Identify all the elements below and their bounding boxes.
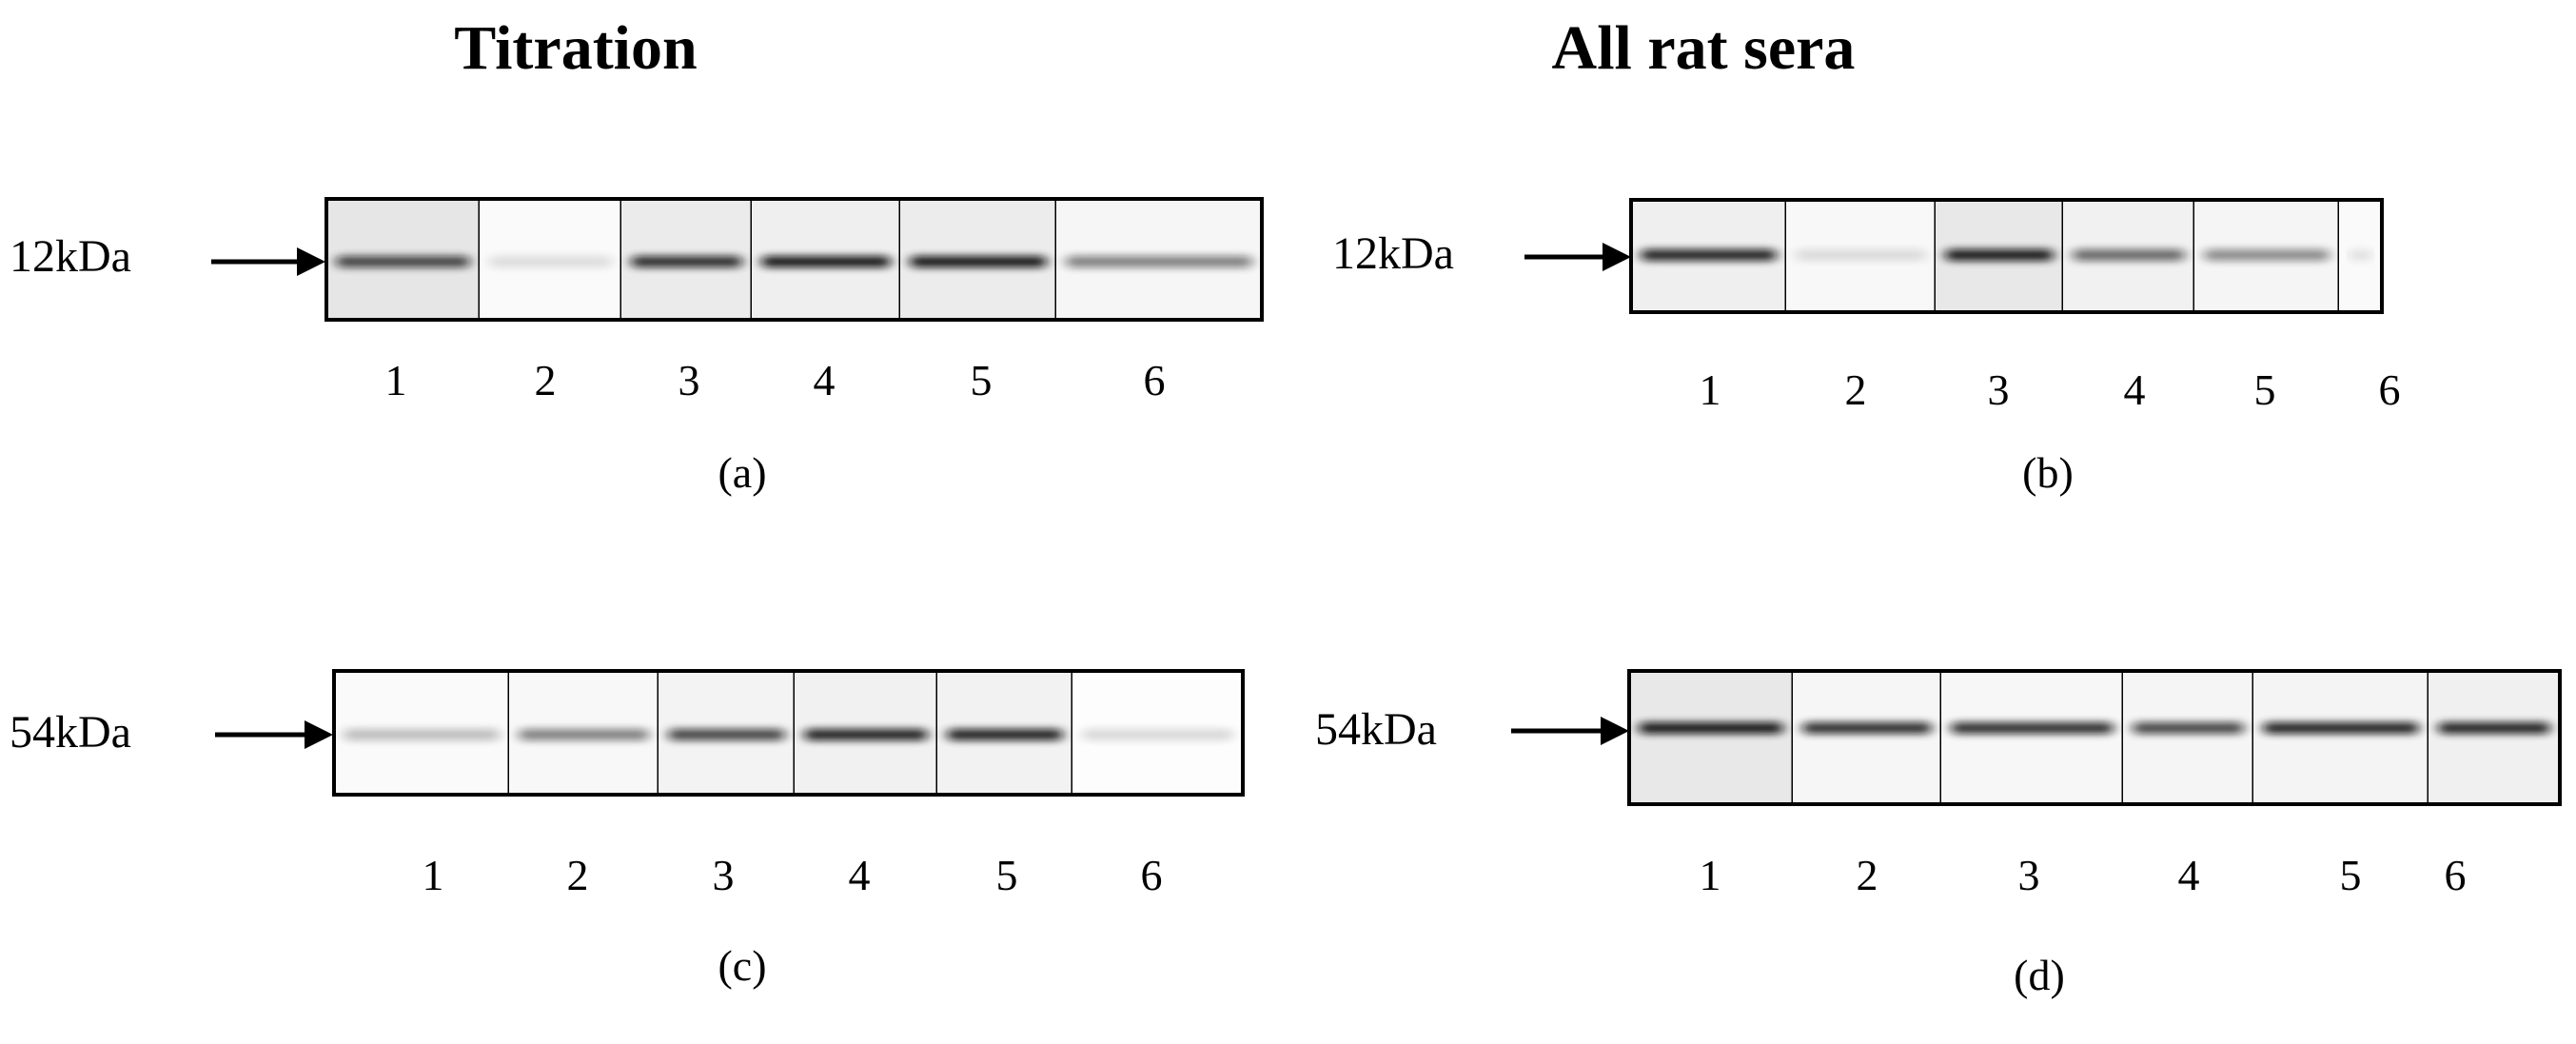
panel-d-arrow [1511, 717, 1629, 745]
panel-d: 54kDa 1 2 3 4 5 6 (d) [1315, 669, 2562, 999]
lane-background [2123, 671, 2253, 804]
panel-a-caption: (a) [718, 448, 766, 497]
protein-band [489, 256, 612, 267]
protein-band [336, 256, 470, 267]
lane-label: 5 [2254, 365, 2276, 414]
panel-c-blot [332, 669, 1245, 797]
lane-label: 6 [2379, 365, 2401, 414]
blot-frame [1627, 669, 2562, 806]
lane-label: 1 [1700, 365, 1721, 414]
protein-band [1082, 729, 1233, 740]
panel-d-marker-label: 54kDa [1315, 704, 1437, 755]
protein-band [1796, 249, 1926, 261]
protein-band [631, 256, 742, 267]
protein-band [761, 256, 891, 267]
panel-c-arrow [215, 720, 333, 749]
protein-band [1951, 722, 2114, 734]
lane-label: 5 [996, 851, 1018, 899]
blot-frame [324, 197, 1264, 322]
protein-band [2263, 722, 2419, 734]
protein-band [910, 256, 1047, 267]
panel-b: 12kDa 1 2 3 4 5 6 (b) [1332, 198, 2401, 497]
lane-label: 6 [1141, 851, 1163, 899]
protein-band [804, 729, 928, 740]
panel-a-arrow [211, 247, 325, 276]
protein-band [1641, 249, 1777, 261]
panel-a-blot [324, 197, 1264, 322]
lane-background [2429, 671, 2560, 804]
panel-b-caption: (b) [2022, 448, 2074, 497]
lane-background [1941, 671, 2123, 804]
panel-c-lane-labels: 1 2 3 4 5 6 [423, 851, 1163, 899]
lane-label: 1 [423, 851, 444, 899]
protein-band [668, 729, 785, 740]
panel-d-caption: (d) [2014, 951, 2065, 999]
protein-band [947, 729, 1063, 740]
lane-background [1793, 671, 1941, 804]
lane-label: 6 [2445, 851, 2467, 899]
lane-label: 3 [2018, 851, 2040, 899]
panel-a-lane-labels: 1 2 3 4 5 6 [385, 356, 1166, 404]
lane-background [2253, 671, 2429, 804]
panel-c-marker-label: 54kDa [10, 707, 131, 758]
protein-band [1066, 256, 1252, 267]
lane-label: 6 [1144, 356, 1166, 404]
lane-label: 4 [814, 356, 836, 404]
lane-label: 1 [385, 356, 407, 404]
protein-band [519, 729, 649, 740]
lane-label: 3 [1988, 365, 2010, 414]
panel-a: 12kDa 1 2 3 4 5 6 (a) [10, 197, 1264, 497]
protein-band [1802, 722, 1932, 734]
lane-label: 4 [2178, 851, 2200, 899]
panel-c-caption: (c) [718, 941, 766, 990]
lane-label: 5 [971, 356, 993, 404]
panel-a-marker-label: 12kDa [10, 231, 131, 282]
lane-label: 1 [1700, 851, 1721, 899]
panel-b-lane-labels: 1 2 3 4 5 6 [1700, 365, 2401, 414]
lane-label: 2 [535, 356, 557, 404]
panel-b-marker-label: 12kDa [1332, 228, 1454, 279]
protein-band [344, 729, 500, 740]
panel-d-blot [1627, 669, 2562, 806]
blot-frame [1629, 198, 2384, 314]
lane-background [1629, 671, 1793, 804]
panel-b-arrow [1524, 243, 1631, 271]
lane-label: 4 [2124, 365, 2146, 414]
panel-c: 54kDa 1 2 3 4 5 6 (c) [10, 669, 1245, 990]
heading-all-rat-sera: All rat sera [1552, 13, 1856, 83]
protein-band [2438, 722, 2550, 734]
protein-band [2073, 249, 2185, 261]
protein-band [2133, 722, 2244, 734]
lane-label: 3 [678, 356, 700, 404]
panel-b-blot [1629, 198, 2384, 314]
lane-label: 2 [1845, 365, 1867, 414]
lane-label: 4 [849, 851, 871, 899]
panel-d-lane-labels: 1 2 3 4 5 6 [1700, 851, 2467, 899]
lane-label: 2 [1857, 851, 1878, 899]
blot-frame [332, 669, 1245, 797]
protein-band [2204, 249, 2330, 261]
heading-titration: Titration [454, 13, 697, 83]
lane-label: 3 [713, 851, 735, 899]
protein-band [1639, 722, 1783, 734]
protein-band [2349, 249, 2372, 261]
protein-band [1945, 249, 2054, 261]
lane-label: 5 [2340, 851, 2362, 899]
lane-label: 2 [567, 851, 589, 899]
